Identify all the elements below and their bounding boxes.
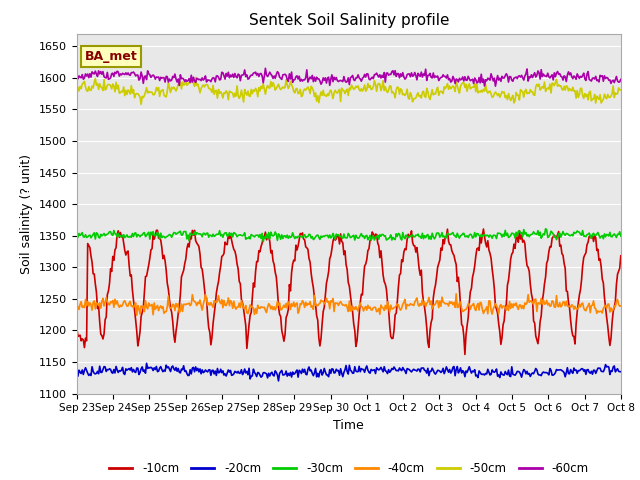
-20cm [521, 368, 529, 373]
-20cm [617, 369, 625, 374]
Line: -30cm: -30cm [77, 229, 621, 241]
-60cm [521, 73, 529, 79]
-40cm [521, 300, 529, 306]
-40cm [452, 291, 460, 297]
-10cm [367, 237, 375, 242]
Line: -40cm: -40cm [77, 294, 621, 315]
-40cm [398, 305, 406, 311]
-20cm [399, 365, 406, 371]
-60cm [617, 76, 625, 82]
Line: -60cm: -60cm [77, 68, 621, 86]
-40cm [332, 300, 340, 306]
-10cm [617, 253, 625, 259]
-30cm [606, 229, 614, 235]
-30cm [398, 237, 406, 243]
-60cm [606, 77, 614, 83]
-60cm [73, 75, 81, 81]
-30cm [541, 226, 549, 232]
Line: -50cm: -50cm [77, 77, 621, 104]
-50cm [138, 101, 145, 107]
-40cm [617, 303, 625, 309]
-60cm [262, 65, 269, 71]
-30cm [73, 231, 81, 237]
-50cm [192, 74, 200, 80]
-50cm [337, 98, 344, 104]
Line: -20cm: -20cm [77, 363, 621, 381]
-30cm [520, 227, 527, 232]
-20cm [143, 360, 150, 366]
-10cm [606, 343, 614, 348]
-10cm [73, 324, 81, 330]
-60cm [369, 74, 376, 80]
-30cm [332, 231, 340, 237]
-10cm [332, 237, 339, 243]
-40cm [369, 307, 376, 313]
-50cm [333, 90, 341, 96]
-30cm [369, 235, 376, 240]
-20cm [606, 372, 614, 377]
-10cm [521, 240, 529, 246]
-60cm [398, 73, 406, 79]
Legend: -10cm, -20cm, -30cm, -40cm, -50cm, -60cm: -10cm, -20cm, -30cm, -40cm, -50cm, -60cm [104, 457, 593, 480]
-10cm [479, 226, 487, 232]
-20cm [73, 365, 81, 371]
-30cm [617, 233, 625, 239]
-50cm [73, 86, 81, 92]
-40cm [606, 309, 614, 315]
-10cm [461, 351, 468, 357]
-20cm [337, 366, 344, 372]
-50cm [617, 87, 625, 93]
-10cm [335, 233, 342, 239]
-50cm [606, 95, 614, 100]
-20cm [369, 367, 377, 373]
Y-axis label: Soil salinity (? unit): Soil salinity (? unit) [20, 154, 33, 274]
X-axis label: Time: Time [333, 419, 364, 432]
-60cm [332, 75, 340, 81]
-40cm [73, 301, 81, 307]
-60cm [492, 84, 499, 89]
-40cm [133, 312, 141, 318]
-20cm [333, 368, 341, 374]
Title: Sentek Soil Salinity profile: Sentek Soil Salinity profile [248, 13, 449, 28]
-40cm [336, 300, 344, 306]
-20cm [275, 378, 282, 384]
-50cm [521, 89, 529, 95]
-30cm [336, 234, 344, 240]
-10cm [397, 271, 404, 276]
-60cm [336, 78, 344, 84]
-30cm [259, 239, 267, 244]
-50cm [399, 92, 406, 97]
-50cm [369, 84, 377, 90]
Line: -10cm: -10cm [77, 229, 621, 354]
Text: BA_met: BA_met [85, 50, 138, 63]
